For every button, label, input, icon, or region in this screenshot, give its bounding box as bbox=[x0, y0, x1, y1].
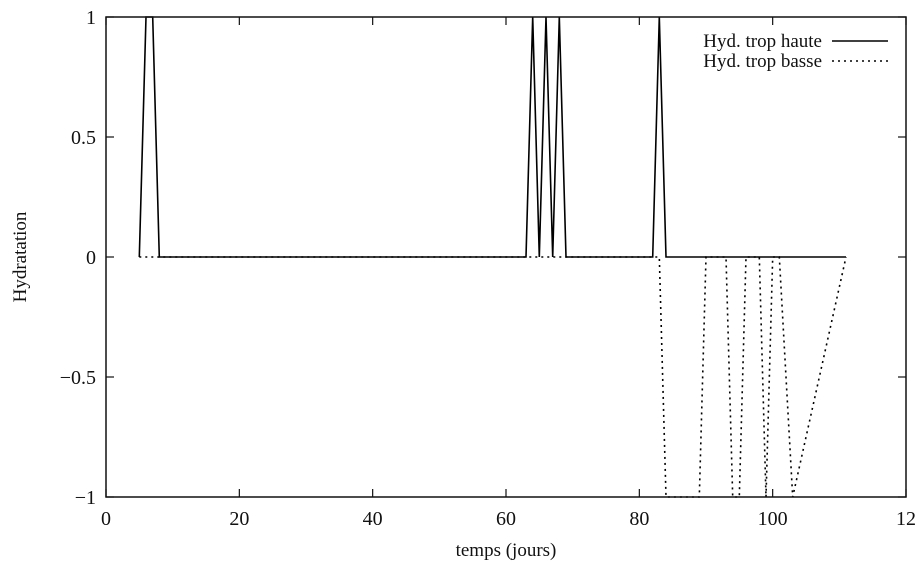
y-tick-label: −0.5 bbox=[60, 367, 96, 389]
x-tick-label: 0 bbox=[101, 508, 111, 530]
y-tick-label: 1 bbox=[86, 7, 96, 29]
series-layer bbox=[138, 16, 847, 498]
tick-label-layer: 0 20 40 60 80 100 12 −1 −0.5 0 0.5 1 bbox=[60, 7, 916, 530]
x-axis-label: temps (jours) bbox=[456, 540, 557, 561]
x-tick-label: 40 bbox=[363, 508, 383, 530]
x-tick-label: 12 bbox=[896, 508, 916, 530]
legend-label: Hyd. trop basse bbox=[703, 51, 822, 72]
legend-label: Hyd. trop haute bbox=[703, 31, 822, 52]
y-tick-label: 0 bbox=[86, 247, 96, 269]
y-axis-label: Hydratation bbox=[10, 211, 31, 302]
x-tick-label: 80 bbox=[629, 508, 649, 530]
series-line-hyd-trop-basse bbox=[139, 256, 847, 498]
y-tick-label: −1 bbox=[75, 487, 96, 509]
plot-frame bbox=[105, 16, 907, 498]
x-tick-label: 20 bbox=[229, 508, 249, 530]
y-tick-label: 0.5 bbox=[71, 127, 96, 149]
x-tick-label: 100 bbox=[758, 508, 788, 530]
x-tick-label: 60 bbox=[496, 508, 516, 530]
